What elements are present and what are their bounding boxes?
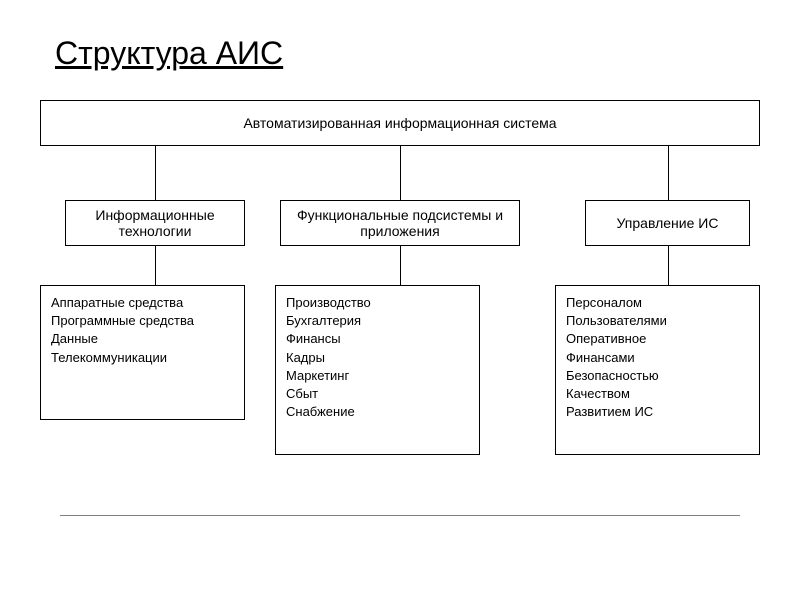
list-item: Финансами [566,349,749,367]
list-item: Маркетинг [286,367,469,385]
list-item: Телекоммуникации [51,349,234,367]
list-item: Оперативное [566,330,749,348]
list-func: ПроизводствоБухгалтерияФинансыКадрыМарке… [275,285,480,455]
node-it: Информационные технологии [65,200,245,246]
list-it: Аппаратные средстваПрограммные средстваД… [40,285,245,420]
list-mgmt: ПерсоналомПользователямиОперативноеФинан… [555,285,760,455]
list-item: Персоналом [566,294,749,312]
list-item: Развитием ИС [566,403,749,421]
page-title: Структура АИС [55,35,283,72]
list-item: Финансы [286,330,469,348]
list-item: Безопасностью [566,367,749,385]
root-node: Автоматизированная информационная систем… [40,100,760,146]
node-func: Функциональные подсистемы и приложения [280,200,520,246]
root-label: Автоматизированная информационная систем… [243,115,556,131]
node-mgmt: Управление ИС [585,200,750,246]
node-func-label: Функциональные подсистемы и приложения [283,207,517,239]
list-item: Бухгалтерия [286,312,469,330]
list-item: Сбыт [286,385,469,403]
list-item: Пользователями [566,312,749,330]
list-item: Данные [51,330,234,348]
list-item: Аппаратные средства [51,294,234,312]
list-item: Качеством [566,385,749,403]
list-item: Программные средства [51,312,234,330]
node-it-label: Информационные технологии [68,207,242,239]
list-item: Кадры [286,349,469,367]
list-item: Производство [286,294,469,312]
list-item: Снабжение [286,403,469,421]
bottom-divider [60,515,740,516]
node-mgmt-label: Управление ИС [617,215,719,231]
